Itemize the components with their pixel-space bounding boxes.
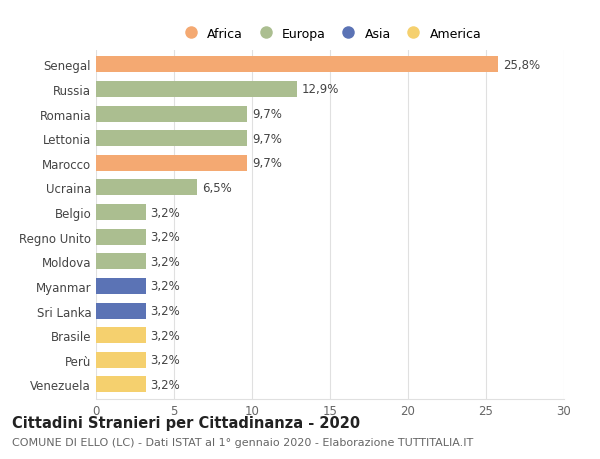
Text: 3,2%: 3,2%: [151, 206, 181, 219]
Text: Cittadini Stranieri per Cittadinanza - 2020: Cittadini Stranieri per Cittadinanza - 2…: [12, 415, 360, 431]
Bar: [96, 180, 197, 196]
Text: 3,2%: 3,2%: [151, 231, 181, 244]
Text: 3,2%: 3,2%: [151, 255, 181, 268]
Bar: [96, 106, 247, 123]
Text: 9,7%: 9,7%: [252, 133, 282, 146]
Bar: [96, 278, 146, 294]
Bar: [96, 82, 297, 98]
Bar: [96, 205, 146, 221]
Text: 12,9%: 12,9%: [302, 84, 339, 96]
Bar: [96, 352, 146, 368]
Text: 3,2%: 3,2%: [151, 353, 181, 366]
Bar: [96, 327, 146, 343]
Bar: [96, 57, 499, 73]
Bar: [96, 376, 146, 392]
Text: 3,2%: 3,2%: [151, 329, 181, 342]
Text: 25,8%: 25,8%: [503, 59, 540, 72]
Bar: [96, 156, 247, 172]
Text: 9,7%: 9,7%: [252, 157, 282, 170]
Text: 9,7%: 9,7%: [252, 108, 282, 121]
Text: 3,2%: 3,2%: [151, 304, 181, 317]
Bar: [96, 254, 146, 270]
Text: COMUNE DI ELLO (LC) - Dati ISTAT al 1° gennaio 2020 - Elaborazione TUTTITALIA.IT: COMUNE DI ELLO (LC) - Dati ISTAT al 1° g…: [12, 437, 473, 447]
Legend: Africa, Europa, Asia, America: Africa, Europa, Asia, America: [179, 28, 481, 41]
Text: 3,2%: 3,2%: [151, 280, 181, 293]
Text: 6,5%: 6,5%: [202, 182, 232, 195]
Text: 3,2%: 3,2%: [151, 378, 181, 391]
Bar: [96, 229, 146, 245]
Bar: [96, 303, 146, 319]
Bar: [96, 131, 247, 147]
